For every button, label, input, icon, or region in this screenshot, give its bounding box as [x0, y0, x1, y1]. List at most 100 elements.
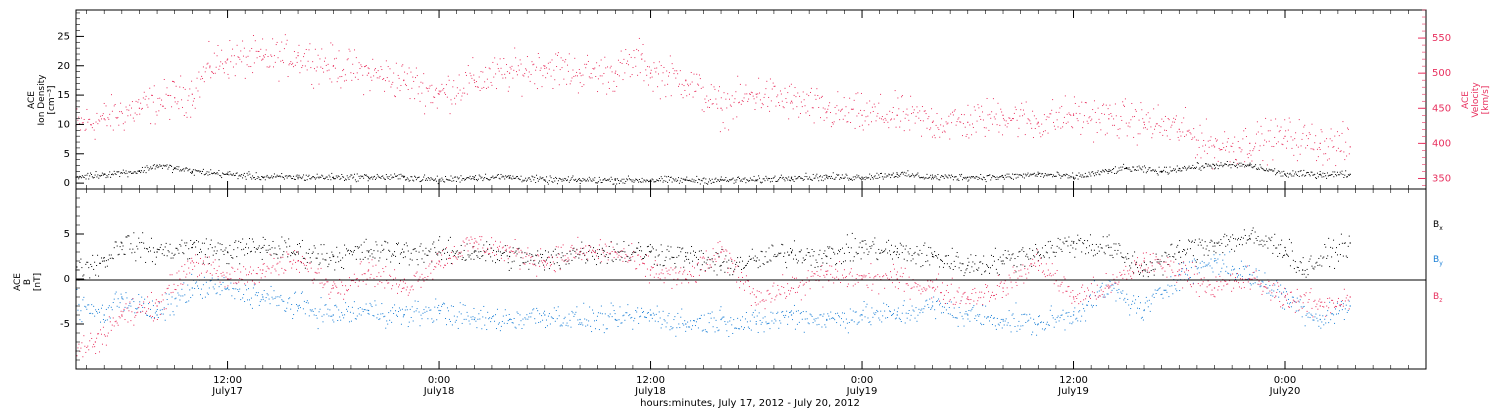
- velocity-point: [127, 115, 129, 117]
- density-point: [1058, 173, 1060, 175]
- velocity-point: [259, 55, 261, 57]
- bx-point: [532, 255, 534, 257]
- density-point: [227, 171, 229, 173]
- density-point: [733, 182, 735, 184]
- density-point: [150, 166, 152, 168]
- velocity-point: [1066, 113, 1068, 115]
- by-point: [506, 322, 508, 324]
- by-point: [713, 317, 715, 319]
- velocity-point: [486, 78, 488, 80]
- bx-point: [1185, 254, 1187, 256]
- density-point: [209, 173, 211, 175]
- velocity-point: [628, 54, 630, 56]
- by-point: [357, 308, 359, 310]
- by-point: [504, 309, 506, 311]
- velocity-point: [678, 85, 680, 87]
- bx-point: [1072, 242, 1075, 244]
- velocity-point: [203, 81, 205, 83]
- density-point: [763, 178, 765, 180]
- velocity-point: [382, 78, 384, 80]
- by-point: [313, 314, 315, 316]
- velocity-point: [258, 50, 260, 52]
- bx-point: [403, 244, 405, 246]
- bx-point: [343, 268, 345, 270]
- by-point: [1037, 323, 1039, 325]
- bx-point: [1138, 271, 1140, 273]
- density-point: [323, 178, 325, 180]
- velocity-point: [687, 83, 689, 85]
- velocity-point: [465, 72, 467, 74]
- velocity-point: [586, 63, 588, 65]
- bx-point: [1060, 248, 1062, 250]
- by-point: [620, 322, 622, 324]
- velocity-point: [788, 118, 790, 120]
- by-point: [465, 318, 467, 320]
- by-point: [546, 325, 548, 327]
- velocity-point: [820, 117, 822, 119]
- bx-point: [500, 254, 502, 256]
- by-point: [161, 309, 163, 311]
- velocity-point: [1178, 139, 1180, 141]
- bx-point: [900, 244, 902, 246]
- density-point: [1087, 176, 1089, 178]
- velocity-point: [718, 86, 720, 88]
- by-point: [406, 309, 408, 311]
- velocity-point: [959, 121, 961, 123]
- velocity-point: [1164, 129, 1166, 131]
- bx-point: [1216, 242, 1218, 244]
- density-point: [875, 177, 877, 179]
- density-point: [913, 176, 915, 178]
- density-point: [1236, 167, 1238, 169]
- bx-point: [374, 257, 376, 259]
- density-point: [877, 177, 879, 179]
- velocity-point: [643, 80, 645, 82]
- bx-point: [429, 251, 431, 253]
- by-point: [166, 298, 168, 300]
- velocity-point: [892, 106, 894, 108]
- bx-point: [533, 260, 535, 262]
- velocity-point: [679, 70, 681, 72]
- velocity-point: [1064, 95, 1066, 97]
- velocity-point: [439, 91, 441, 93]
- by-point: [481, 328, 483, 330]
- velocity-point: [1285, 130, 1287, 132]
- density-point: [232, 173, 234, 175]
- bx-point: [443, 248, 445, 250]
- by-point: [605, 328, 607, 330]
- density-point: [226, 173, 229, 175]
- density-point: [855, 177, 857, 179]
- bx-point: [258, 245, 260, 247]
- by-point: [168, 293, 170, 295]
- bx-point: [668, 250, 670, 252]
- velocity-point: [190, 116, 192, 118]
- velocity-point: [703, 111, 705, 113]
- bx-point: [402, 257, 404, 259]
- bx-point: [744, 265, 746, 267]
- velocity-point: [882, 119, 884, 121]
- bx-point: [515, 250, 517, 252]
- velocity-point: [1225, 146, 1227, 148]
- velocity-point: [689, 83, 691, 85]
- density-point: [770, 178, 772, 180]
- velocity-point: [789, 85, 791, 87]
- velocity-point: [909, 129, 911, 131]
- velocity-point: [1232, 142, 1234, 144]
- density-point: [1155, 170, 1157, 172]
- bx-point: [704, 270, 706, 272]
- bx-point: [95, 274, 97, 276]
- bx-point: [1017, 256, 1019, 258]
- density-point: [284, 175, 286, 177]
- by-point: [262, 298, 264, 300]
- by-point: [677, 312, 679, 314]
- velocity-point: [974, 109, 976, 111]
- density-point: [800, 177, 802, 179]
- velocity-point: [1266, 164, 1268, 166]
- density-point: [201, 173, 203, 175]
- density-point: [870, 178, 872, 180]
- velocity-point: [161, 105, 163, 107]
- velocity-point: [1299, 153, 1301, 155]
- bx-point: [361, 251, 363, 253]
- density-point: [1264, 170, 1266, 172]
- by-point: [687, 321, 689, 323]
- bx-point: [876, 258, 878, 260]
